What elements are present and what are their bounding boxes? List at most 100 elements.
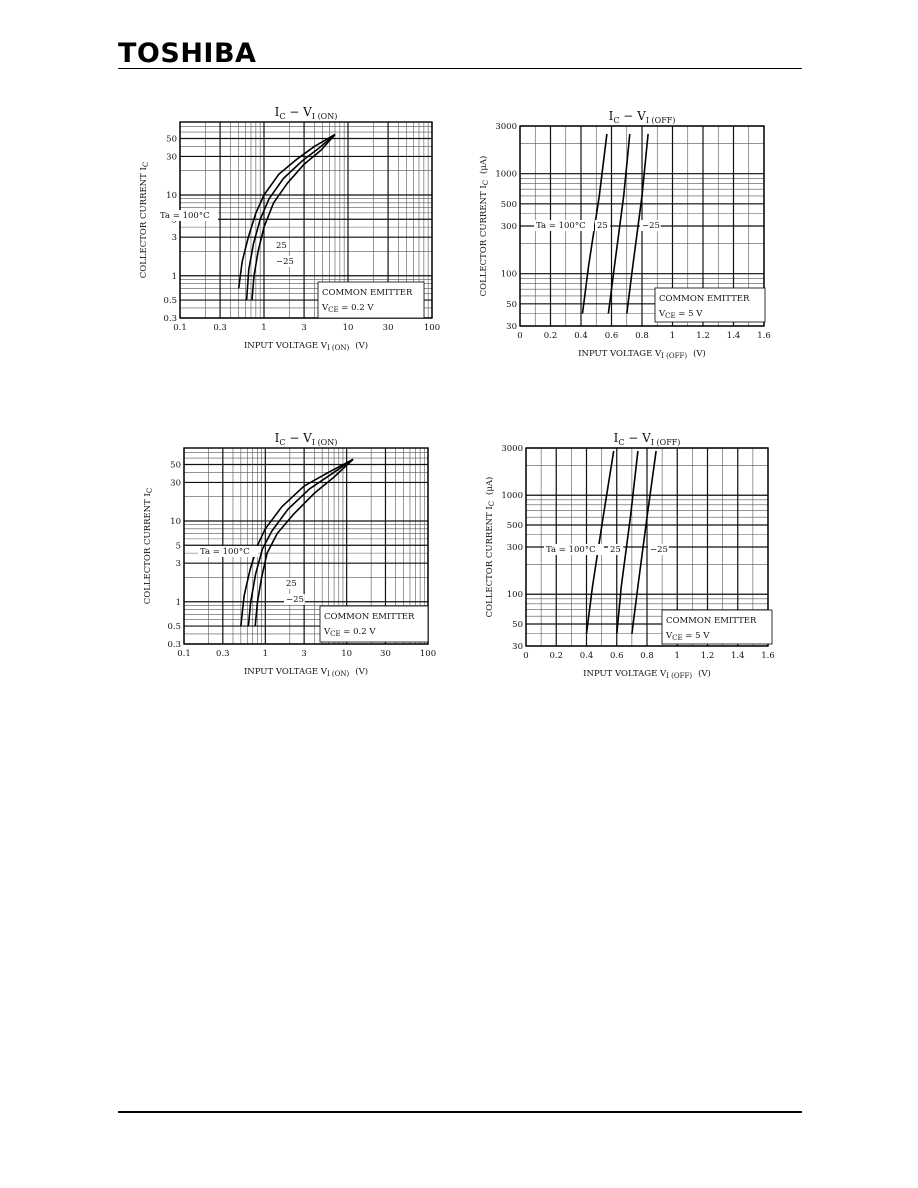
chart-svg: 0 0.2 0.4 0.6 0.8 1 1.2 1.4 1.6 30 50 100 300 500 1000… (484, 431, 775, 680)
series-curve (607, 133, 631, 314)
condition-line-2: VCE = 5 V (658, 309, 703, 320)
x-tick-label: 3 (301, 649, 306, 659)
series-curve (245, 133, 336, 301)
y-tick-label: 50 (512, 620, 523, 630)
series-label: Ta = 100°C (546, 545, 596, 555)
y-tick-label: 0.5 (167, 622, 181, 632)
condition-line-1: COMMON EMITTER (324, 612, 415, 622)
y-axis-label: COLLECTOR CURRENT IC (139, 162, 150, 278)
series-label: Ta = 100°C (160, 211, 210, 221)
x-tick-label: 30 (380, 649, 391, 659)
series-label-bg (274, 240, 290, 251)
series-label-bg (284, 594, 305, 605)
series-label-bg (544, 544, 604, 555)
chart-title: IC − VI (ON) (275, 105, 338, 121)
x-tick-label: 0 (517, 331, 522, 341)
y-tick-label: 1000 (495, 170, 517, 180)
y-tick-label: 300 (501, 222, 517, 232)
series-label-bg (608, 544, 624, 555)
chart-ic-vi-off-top: 0 0.2 0.4 0.6 0.8 1 1.2 1.4 1.6 30 50 100 300 500 1000… (470, 108, 780, 366)
x-tick-label: 1 (670, 331, 675, 341)
x-tick-label: 1 (675, 651, 680, 661)
y-tick-label: 0.5 (163, 296, 177, 306)
y-tick-label: 50 (170, 460, 181, 470)
series-label: 25 (286, 579, 297, 589)
x-tick-label: 0.2 (544, 331, 558, 341)
y-tick-label: 3000 (501, 444, 523, 454)
y-tick-label: 50 (506, 300, 517, 310)
series-curve (251, 133, 336, 301)
series-curve (247, 458, 354, 627)
x-tick-label: 0.6 (605, 331, 619, 341)
series-curve (626, 133, 649, 314)
series-label-bg (640, 220, 661, 231)
x-tick-label: 10 (341, 649, 352, 659)
y-tick-label: 30 (166, 152, 177, 162)
footer-rule (118, 1111, 802, 1113)
series-curve (616, 450, 639, 634)
series-label: −25 (650, 545, 668, 555)
y-tick-label: 300 (507, 543, 523, 553)
series-label: 25 (276, 241, 287, 251)
series-curve (237, 133, 336, 289)
series-label: 25 (610, 545, 621, 555)
x-tick-label: 0.6 (610, 651, 624, 661)
chart-svg: 0 0.2 0.4 0.6 0.8 1 1.2 1.4 1.6 30 50 100 300 500 1000… (478, 109, 771, 360)
series-curve (240, 458, 354, 627)
x-tick-label: 1.4 (727, 331, 741, 341)
series-label-bg (284, 578, 300, 589)
condition-line-2: VCE = 0.2 V (323, 627, 376, 638)
y-tick-label: 10 (170, 517, 181, 527)
x-tick-label: 0.2 (549, 651, 563, 661)
x-tick-label: 1 (261, 323, 266, 333)
x-tick-label: 0.3 (216, 649, 230, 659)
brand-logo: TOSHIBA (118, 38, 257, 69)
condition-box (319, 605, 429, 643)
x-tick-label: 1.2 (696, 331, 710, 341)
x-tick-label: 100 (420, 649, 436, 659)
y-tick-label: 500 (501, 200, 517, 210)
y-tick-label: 3 (176, 559, 181, 569)
plot-frame (519, 125, 765, 327)
series-label: Ta = 100°C (200, 547, 250, 557)
series-curve (631, 450, 657, 634)
x-tick-label: 1.6 (757, 331, 771, 341)
y-tick-label: 500 (507, 521, 523, 531)
y-tick-label: 0.3 (167, 640, 181, 650)
condition-box (661, 609, 773, 645)
y-tick-label: 30 (170, 478, 181, 488)
series-label: −25 (286, 595, 304, 605)
x-tick-label: 10 (343, 323, 354, 333)
chart-ic-vi-on-bottom: 0.1 0.3 1 3 10 30 100 0.3 0.5 1 3 5 10 30 50 IC − VI (O… (132, 426, 444, 688)
series-label-bg (198, 546, 258, 557)
x-tick-label: 0.4 (580, 651, 594, 661)
x-tick-label: 0.4 (574, 331, 588, 341)
condition-line-2: VCE = 0.2 V (321, 303, 374, 314)
y-tick-label: 100 (507, 590, 523, 600)
series-curve (254, 458, 354, 627)
x-tick-label: 1 (263, 649, 268, 659)
series-label-bg (274, 256, 295, 267)
series-label: −25 (276, 257, 294, 267)
condition-line-1: COMMON EMITTER (322, 288, 413, 298)
y-tick-label: 30 (512, 642, 523, 652)
x-axis-label: INPUT VOLTAGE VI (ON) (V) (244, 340, 368, 352)
y-tick-label: 100 (501, 270, 517, 280)
condition-box (654, 287, 766, 323)
series-label-bg (534, 220, 594, 231)
chart-title: IC − VI (OFF) (609, 109, 676, 125)
series-label-bg (158, 210, 218, 221)
x-axis-label: INPUT VOLTAGE VI (ON) (V) (244, 666, 368, 678)
y-tick-label: 1 (176, 598, 181, 608)
y-axis-label: COLLECTOR CURRENT IC (143, 488, 154, 604)
plot-frame (183, 447, 429, 645)
y-tick-label: 3 (172, 233, 177, 243)
series-label: −25 (642, 221, 660, 231)
x-tick-label: 3 (301, 323, 306, 333)
x-tick-label: 0.1 (177, 649, 191, 659)
y-tick-label: 0.3 (163, 314, 177, 324)
series-label-bg (648, 544, 669, 555)
series-label: Ta = 100°C (536, 221, 586, 231)
